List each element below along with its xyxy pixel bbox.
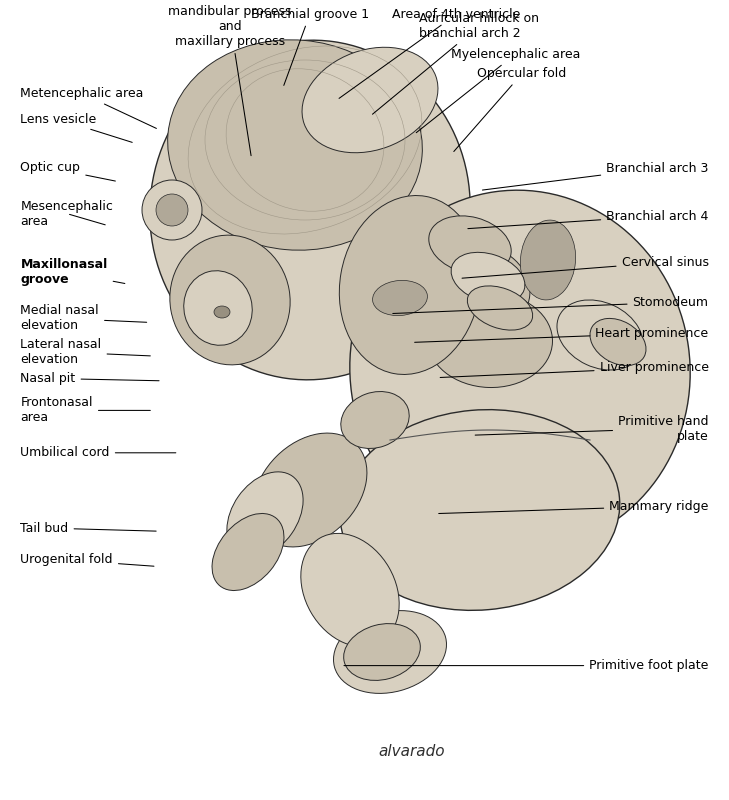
Text: Cervical sinus: Cervical sinus	[462, 256, 709, 278]
Circle shape	[156, 194, 188, 226]
Ellipse shape	[170, 235, 290, 365]
Ellipse shape	[590, 318, 646, 366]
Ellipse shape	[184, 270, 252, 346]
Text: Branchial arch 3: Branchial arch 3	[483, 162, 709, 190]
Ellipse shape	[373, 281, 427, 315]
Text: Myelencephalic area: Myelencephalic area	[416, 48, 580, 133]
Ellipse shape	[343, 623, 421, 681]
Text: Auricular hillock on
branchial arch 2: Auricular hillock on branchial arch 2	[373, 12, 539, 114]
Text: Mammary ridge: Mammary ridge	[439, 500, 709, 514]
Text: Area of 4th ventricle: Area of 4th ventricle	[339, 8, 521, 98]
Text: Branchial arch 4: Branchial arch 4	[468, 210, 709, 229]
Text: Branchial groove 1: Branchial groove 1	[251, 8, 369, 86]
Text: Stomodeum: Stomodeum	[393, 296, 709, 314]
Ellipse shape	[212, 514, 284, 590]
Text: Frontonasal
area: Frontonasal area	[20, 397, 150, 424]
Ellipse shape	[340, 410, 620, 610]
Ellipse shape	[168, 40, 422, 250]
Text: Lateral nasal
elevation: Lateral nasal elevation	[20, 338, 150, 366]
Text: Primitive foot plate: Primitive foot plate	[344, 659, 709, 672]
Text: Liver prominence: Liver prominence	[440, 362, 709, 378]
Text: Mesencephalic
area: Mesencephalic area	[20, 200, 113, 227]
Ellipse shape	[521, 220, 576, 300]
Text: Metencephalic area: Metencephalic area	[20, 87, 157, 129]
Text: Opercular fold: Opercular fold	[454, 67, 566, 151]
Text: Urogenital fold: Urogenital fold	[20, 554, 154, 566]
Ellipse shape	[410, 242, 530, 338]
Ellipse shape	[214, 306, 230, 318]
Ellipse shape	[339, 195, 480, 374]
Ellipse shape	[227, 472, 303, 558]
Ellipse shape	[301, 534, 399, 646]
Ellipse shape	[557, 300, 643, 370]
Text: alvarado: alvarado	[378, 745, 445, 759]
Ellipse shape	[467, 286, 533, 330]
Text: Tail bud: Tail bud	[20, 522, 156, 534]
Text: Primitive hand
plate: Primitive hand plate	[475, 414, 709, 442]
Text: Branchial arch 1:
mandibular process
and
maxillary process: Branchial arch 1: mandibular process and…	[168, 0, 292, 156]
Text: Umbilical cord: Umbilical cord	[20, 446, 176, 459]
Ellipse shape	[340, 391, 409, 449]
Text: Medial nasal
elevation: Medial nasal elevation	[20, 305, 147, 333]
Circle shape	[142, 180, 202, 240]
Ellipse shape	[149, 40, 470, 380]
Ellipse shape	[253, 433, 367, 547]
Ellipse shape	[350, 190, 690, 550]
Text: Lens vesicle: Lens vesicle	[20, 113, 132, 142]
Text: Maxillonasal
groove: Maxillonasal groove	[20, 258, 125, 286]
Ellipse shape	[333, 610, 446, 694]
Text: Nasal pit: Nasal pit	[20, 372, 159, 385]
Ellipse shape	[451, 252, 525, 304]
Ellipse shape	[302, 47, 438, 153]
Text: Heart prominence: Heart prominence	[415, 327, 709, 342]
Text: Optic cup: Optic cup	[20, 162, 115, 181]
Ellipse shape	[427, 293, 553, 387]
Ellipse shape	[429, 216, 511, 274]
